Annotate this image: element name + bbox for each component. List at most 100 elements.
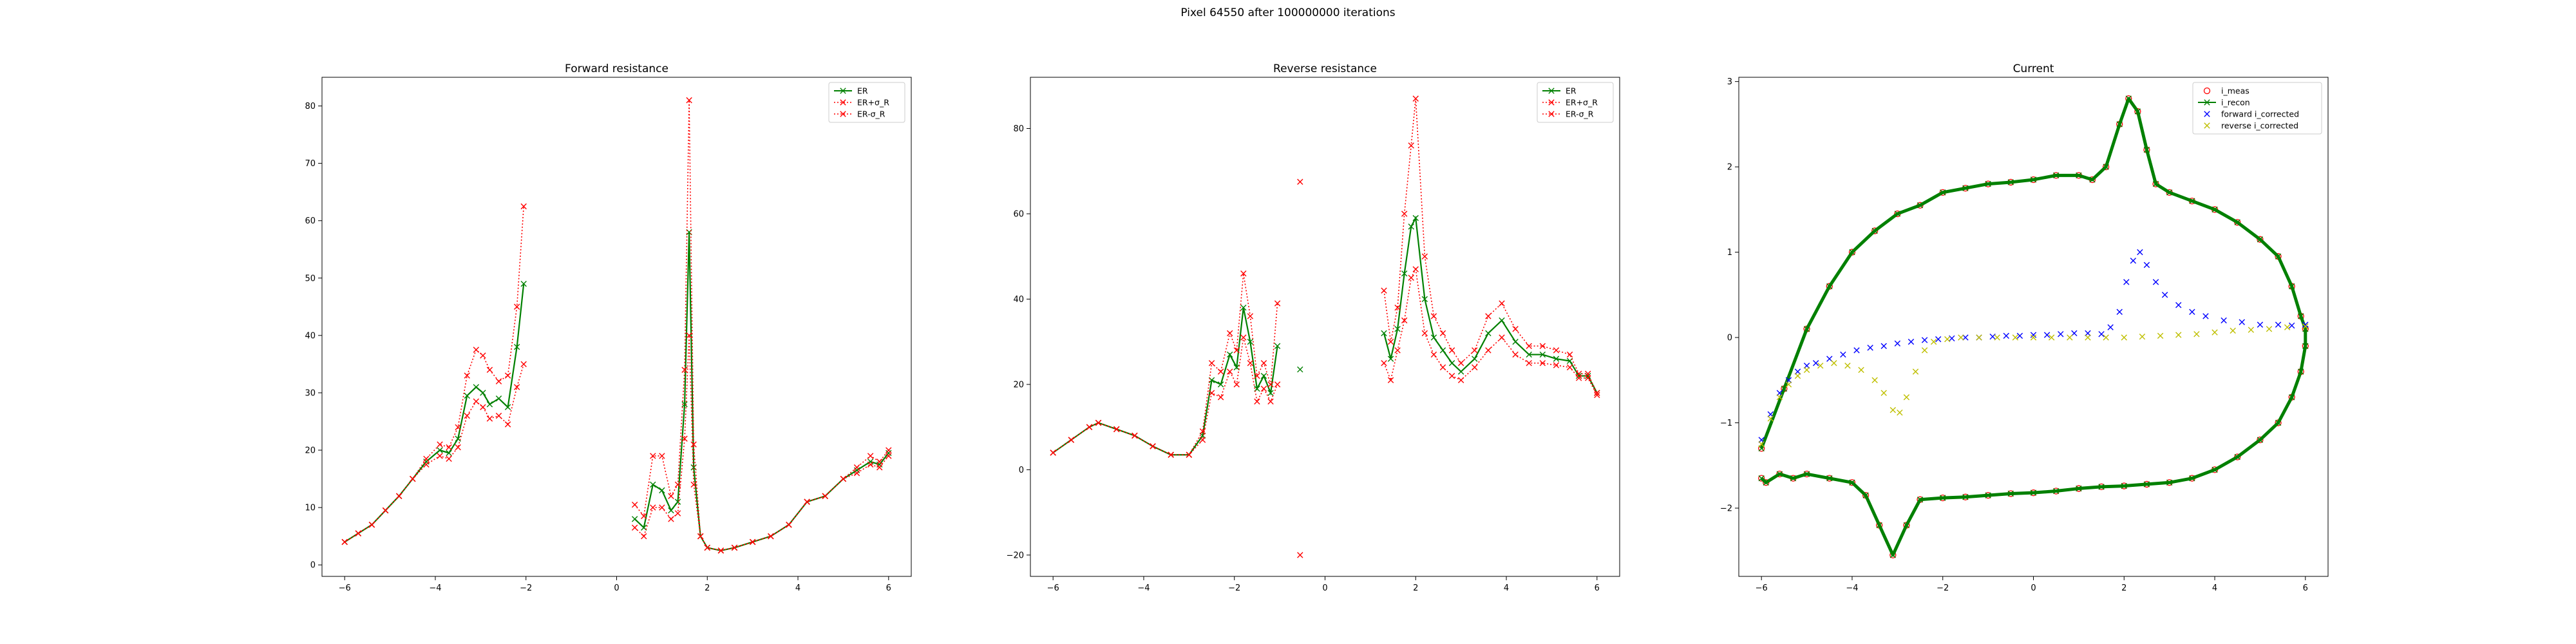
data-point	[1912, 368, 1919, 375]
data-point	[2030, 176, 2037, 183]
data-point	[2085, 330, 2091, 337]
data-point	[1958, 334, 1964, 341]
data-point	[2058, 331, 2064, 337]
data-point	[1412, 95, 1419, 102]
legend-label: ER+σ_R	[1566, 98, 1598, 108]
data-point	[1553, 362, 1560, 368]
data-point	[2098, 484, 2105, 490]
data-point	[1862, 492, 1869, 498]
data-point	[480, 404, 486, 410]
y-tick-label: 0	[1019, 466, 1024, 475]
data-point	[853, 469, 860, 477]
data-point	[1448, 360, 1455, 366]
data-point	[423, 459, 430, 465]
data-point	[1566, 364, 1573, 371]
series-line	[634, 335, 889, 551]
data-point	[1499, 317, 1505, 324]
x-tick-label: 2	[2121, 583, 2126, 593]
x-tick-label: −2	[1937, 583, 1949, 593]
x-tick-label: 0	[1322, 583, 1327, 593]
legend: ER ER+σ_RER-σ_R	[1537, 82, 1614, 123]
data-point	[1512, 338, 1519, 345]
legend-label: ER+σ_R	[857, 98, 889, 108]
data-point	[1254, 398, 1260, 405]
legend-marker	[1548, 88, 1555, 94]
data-point	[513, 343, 520, 350]
data-point	[1394, 326, 1401, 332]
data-point	[1849, 249, 1855, 256]
data-point	[2275, 321, 2282, 328]
data-point	[1871, 227, 1879, 234]
data-point	[1889, 406, 1897, 413]
data-point	[1803, 366, 1810, 374]
legend-marker	[2204, 122, 2210, 129]
data-point	[2288, 394, 2295, 401]
data-point	[668, 507, 674, 514]
data-point	[2030, 489, 2037, 496]
data-point	[2193, 331, 2200, 337]
data-point	[1908, 338, 1915, 345]
data-point	[1897, 409, 1903, 416]
data-point	[520, 280, 527, 287]
y-tick-label: 0	[1727, 334, 1732, 343]
y-tick-label: 20	[1013, 380, 1024, 390]
legend-marker	[840, 88, 846, 94]
data-point	[495, 378, 502, 384]
data-point	[1917, 497, 1924, 503]
data-point	[1539, 360, 1546, 366]
x-tick-label: −4	[1846, 583, 1858, 593]
plot-frame	[321, 77, 912, 577]
data-point	[2048, 334, 2055, 341]
series-i-recon	[1758, 95, 2309, 558]
data-point	[495, 412, 502, 419]
x-tick-label: 6	[2303, 583, 2308, 593]
data-point	[1526, 360, 1532, 366]
data-point	[2007, 490, 2014, 497]
x-tick-label: −6	[339, 583, 351, 593]
data-point	[410, 475, 416, 482]
data-point	[1776, 394, 1783, 401]
data-point	[1297, 552, 1303, 558]
data-point	[681, 401, 688, 408]
data-point	[1553, 355, 1560, 362]
data-point	[1401, 317, 1408, 324]
data-point	[355, 530, 362, 536]
legend-entry: ER+σ_R	[1542, 98, 1598, 108]
data-point	[520, 203, 527, 210]
data-point	[2003, 332, 2009, 339]
data-point	[1817, 363, 1824, 369]
x-tick-label: −6	[1047, 583, 1059, 593]
data-point	[480, 352, 486, 359]
data-point	[2275, 253, 2282, 260]
legend-label: ER	[857, 86, 868, 96]
y-tick-label: 80	[1013, 124, 1024, 134]
data-point	[2121, 334, 2127, 341]
data-point	[1594, 390, 1600, 396]
legend-entry: i_recon	[2198, 98, 2250, 108]
x-tick-label: −4	[1137, 583, 1150, 593]
data-point	[2134, 108, 2141, 115]
data-point	[2239, 319, 2245, 325]
data-point	[1894, 211, 1901, 217]
series-line	[1383, 99, 1598, 393]
legend-marker	[1548, 111, 1555, 117]
data-point	[2157, 332, 2164, 339]
data-point	[423, 461, 430, 468]
data-point	[1208, 390, 1215, 396]
data-point	[1512, 351, 1519, 358]
data-point	[2211, 466, 2218, 473]
legend-label: forward i_corrected	[2221, 109, 2299, 119]
data-point	[486, 415, 493, 422]
legend-entry: reverse i_corrected	[2204, 121, 2298, 131]
data-point	[1849, 479, 1855, 486]
data-point	[1150, 443, 1156, 450]
data-point	[1254, 372, 1260, 379]
data-point	[2234, 219, 2240, 225]
data-point	[1758, 475, 1765, 482]
figure-title: Pixel 64550 after 100000000 iterations	[1180, 6, 1396, 19]
series-er-r	[1050, 266, 1600, 558]
data-point	[2089, 176, 2096, 183]
x-tick-label: 0	[2031, 583, 2036, 593]
data-point	[697, 533, 704, 540]
